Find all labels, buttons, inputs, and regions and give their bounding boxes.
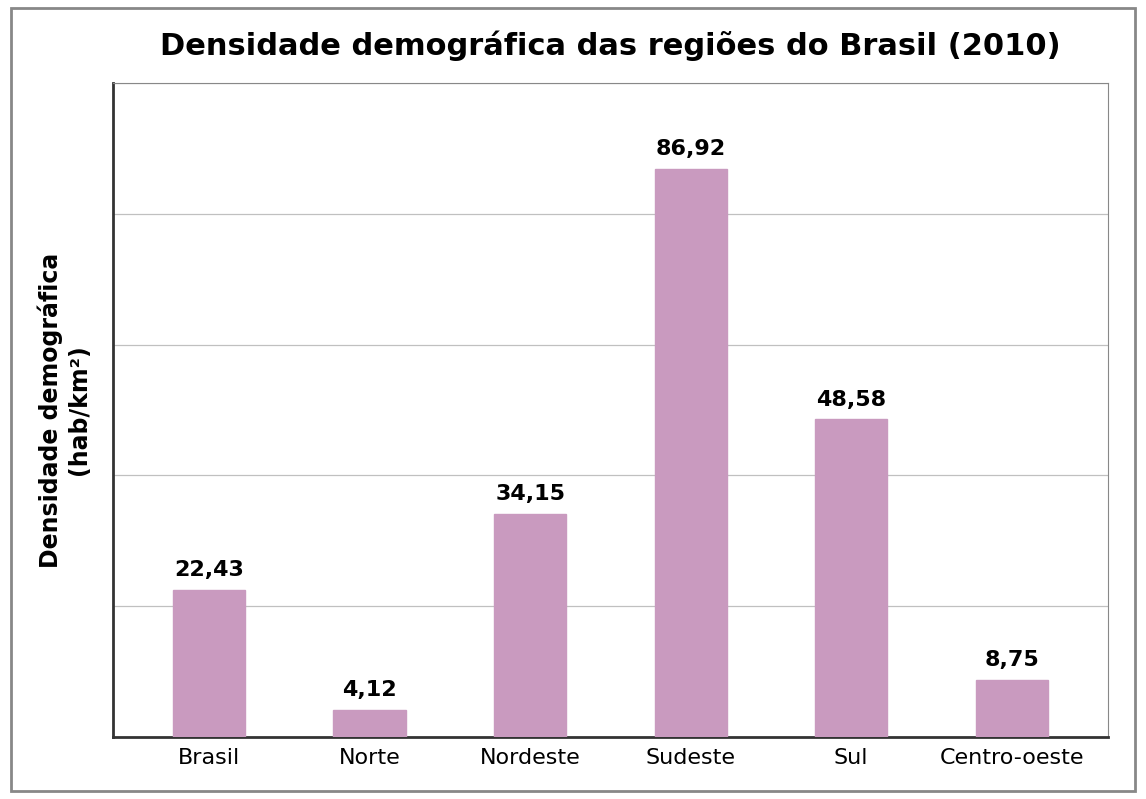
Text: 48,58: 48,58 xyxy=(816,390,886,410)
Text: 34,15: 34,15 xyxy=(495,484,565,504)
Title: Densidade demográfica das regiões do Brasil (2010): Densidade demográfica das regiões do Bra… xyxy=(160,31,1061,62)
Bar xyxy=(815,419,887,737)
Text: 4,12: 4,12 xyxy=(343,680,397,700)
Text: 86,92: 86,92 xyxy=(656,139,725,159)
Y-axis label: Densidade demográfica
(hab/km²): Densidade demográfica (hab/km²) xyxy=(38,252,92,568)
Bar xyxy=(975,680,1047,737)
Text: 22,43: 22,43 xyxy=(174,560,244,581)
Bar xyxy=(654,169,727,737)
Text: 8,75: 8,75 xyxy=(984,650,1039,670)
Bar xyxy=(333,710,406,737)
Bar xyxy=(173,590,245,737)
Bar xyxy=(494,514,566,737)
